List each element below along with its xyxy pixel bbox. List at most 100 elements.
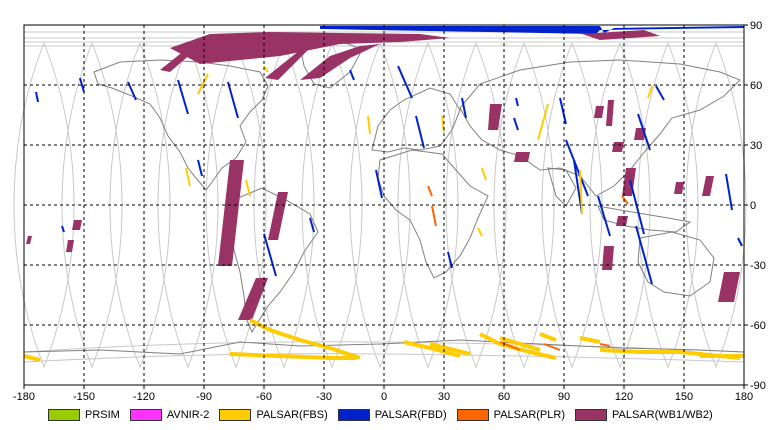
fbd-polar-strip (320, 26, 744, 34)
legend-item: PALSAR(FBS) (219, 409, 328, 421)
latitude-tick-labels: 90 60 30 0 -30 -60 -90 (744, 20, 766, 392)
orbit-track (349, 42, 411, 369)
lon-tick-label: 60 (498, 391, 510, 400)
fbs-swath (647, 85, 653, 99)
observation-swaths (23, 26, 744, 362)
fbs-swath (197, 73, 209, 95)
wb-swath (26, 236, 32, 244)
wb-swath (612, 142, 624, 152)
wb-swath (514, 152, 530, 162)
fbd-swath (127, 81, 137, 101)
fbd-swath (635, 225, 653, 285)
legend-item: PALSAR(PLR) (456, 409, 565, 421)
wb-swath (702, 176, 714, 196)
europe-coast (371, 87, 461, 153)
legend-label: PALSAR(PLR) (493, 409, 565, 421)
orbit-track (109, 42, 171, 369)
lon-tick-label: 180 (735, 391, 753, 400)
fbd-swath (737, 237, 743, 247)
legend-item: AVNIR-2 (129, 409, 209, 421)
plr-swath (499, 341, 521, 351)
lat-tick-label: -60 (750, 320, 766, 332)
lat-tick-label: 0 (750, 200, 756, 212)
fbd-swath (559, 97, 567, 125)
orbit-track (685, 42, 747, 369)
fbs-antarctic-swath (499, 336, 541, 352)
wb-swath (616, 216, 628, 226)
indonesia-coast (597, 205, 692, 233)
orbit-track (589, 42, 651, 369)
lat-lon-grid (24, 25, 744, 385)
orbit-track (397, 42, 459, 369)
fbs-swath (537, 103, 549, 141)
fbd-swath (375, 169, 383, 199)
fbd-swath (35, 91, 39, 103)
coastlines (23, 39, 745, 355)
wb-swath (66, 240, 74, 252)
fbs-swath (263, 65, 269, 73)
legend-swatch (48, 409, 80, 421)
fbs-antarctic-swath (229, 352, 356, 360)
legend-swatch (575, 409, 607, 421)
orbit-track (541, 42, 603, 369)
orbit-track (493, 42, 555, 369)
india-coast (547, 167, 577, 207)
fbd-swath (637, 113, 651, 151)
lat-tick-label: 90 (750, 20, 762, 32)
fbd-swath (629, 179, 645, 235)
lat-tick-label: -90 (750, 380, 766, 392)
wb-swath (674, 182, 684, 194)
legend-item: PALSAR(WB1/WB2) (575, 409, 713, 421)
fbs-antarctic-swath (403, 340, 461, 358)
fbs-swath (185, 167, 191, 187)
fbs-swath (579, 169, 583, 215)
lon-tick-label: -180 (13, 391, 35, 400)
wb-swath (238, 278, 268, 320)
fbs-swath (367, 115, 371, 135)
fbd-swath (461, 97, 467, 119)
lon-tick-label: 120 (615, 391, 633, 400)
fbs-antarctic-swath (249, 318, 361, 360)
legend-item: PALSAR(FBD) (337, 409, 447, 421)
orbit-track (205, 42, 267, 369)
legend-swatch (219, 409, 252, 421)
wb-arctic-arc (582, 30, 660, 40)
fbd-swath (397, 65, 413, 99)
wb-arctic-arc (160, 46, 200, 72)
orbit-track (445, 42, 507, 369)
fbd-swath (349, 69, 355, 81)
wb-arctic-arc (265, 48, 310, 80)
fbd-swath (227, 81, 239, 119)
orbit-track (301, 42, 363, 369)
fbd-swath (263, 233, 277, 277)
fbd-swath (655, 85, 665, 101)
legend-label: PALSAR(WB1/WB2) (612, 409, 713, 421)
australia-coast (637, 231, 715, 297)
north-america-coast (93, 59, 269, 191)
fbs-swath (245, 179, 251, 197)
lon-tick-label: 150 (675, 391, 693, 400)
fbd-swath (177, 79, 189, 115)
longitude-tick-labels: -180 -150 -120 -90 -60 -30 0 30 60 90 120 150 180 (13, 385, 753, 400)
south-america-coast (229, 187, 319, 334)
wb-arctic-arc (300, 44, 380, 80)
lon-tick-label: -30 (316, 391, 332, 400)
plr-swath (431, 205, 437, 227)
fbd-swath (197, 159, 203, 177)
legend-label: PALSAR(FBS) (256, 409, 328, 421)
legend-label: PRSIM (85, 409, 120, 421)
lon-tick-label: -120 (133, 391, 155, 400)
fbs-antarctic-swath (579, 336, 601, 344)
fbd-swath (565, 139, 589, 197)
fbs-antarctic-swath (539, 332, 557, 342)
fbd-swath (597, 195, 611, 237)
lon-tick-label: -150 (73, 391, 95, 400)
fbs-antarctic-swath (23, 354, 41, 362)
legend-label: PALSAR(FBD) (374, 409, 447, 421)
fbd-swath (61, 225, 65, 233)
wb-swath (602, 246, 614, 270)
orbit-track (61, 42, 123, 369)
legend-swatch (456, 409, 489, 421)
plr-swath (427, 185, 433, 197)
antarctica-coast (23, 339, 745, 355)
